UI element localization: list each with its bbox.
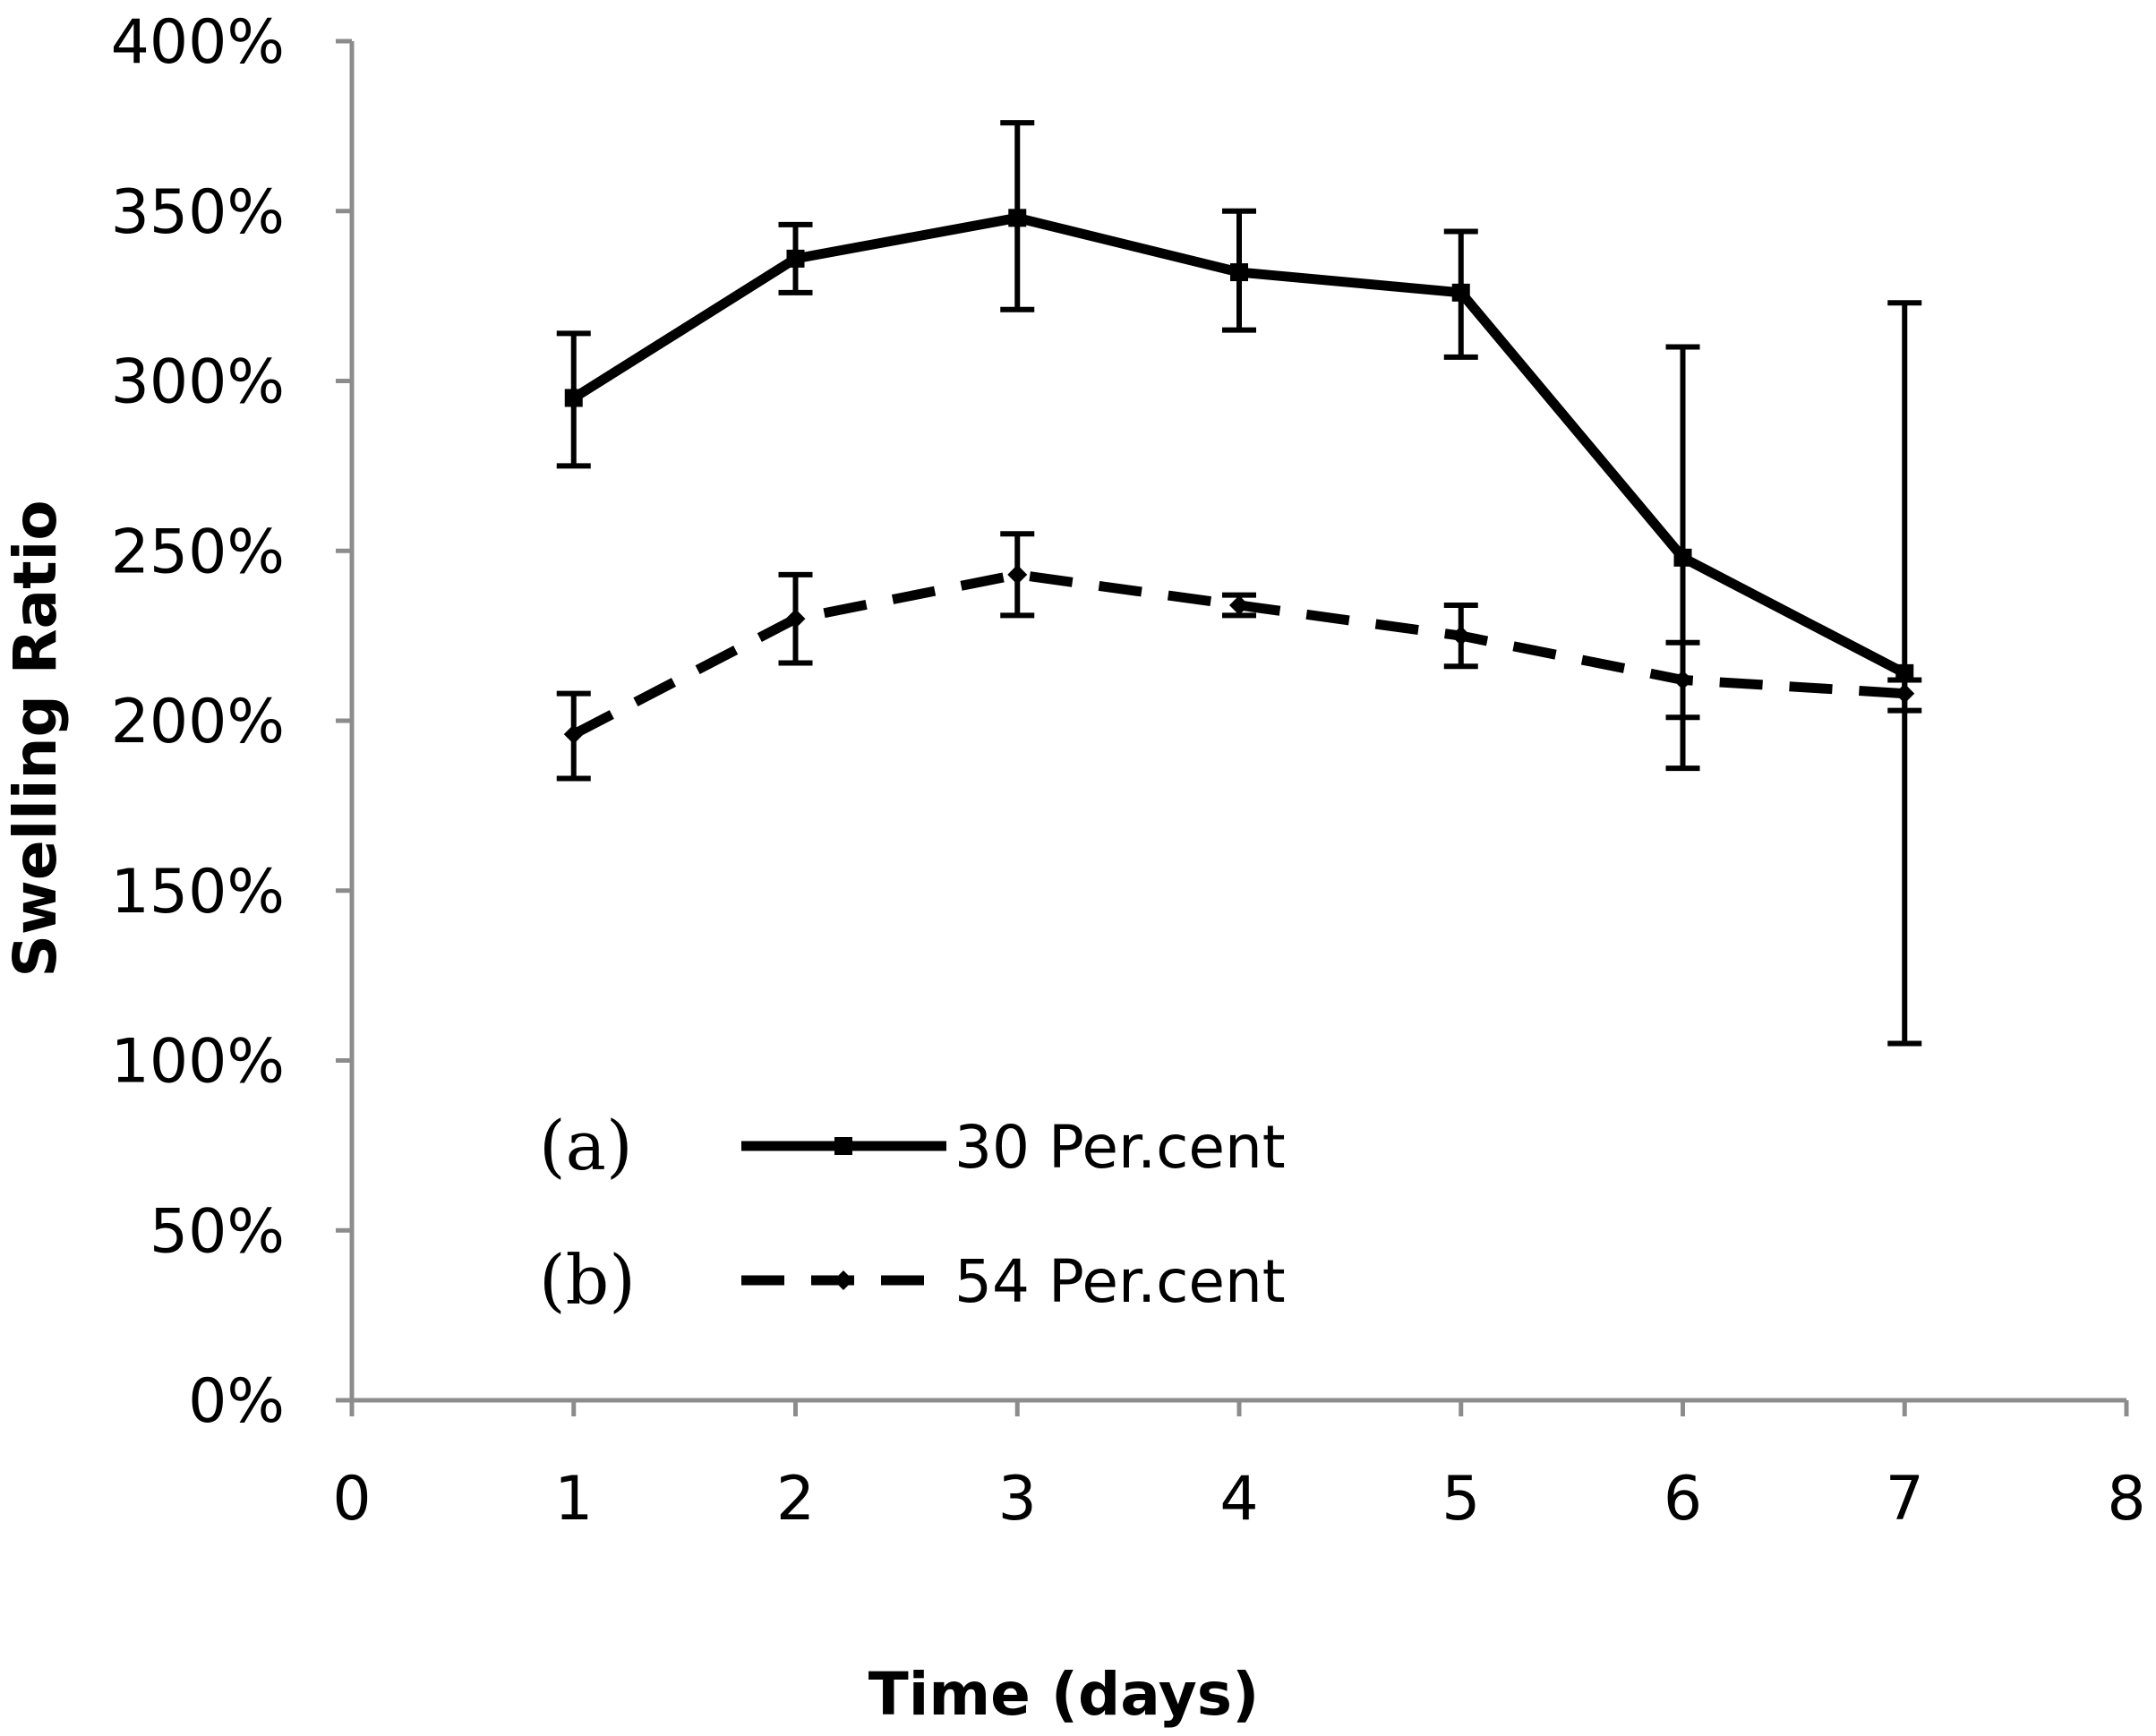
data-point-b <box>1229 594 1249 615</box>
x-tick-label: 3 <box>998 1464 1037 1535</box>
data-point-b <box>1895 683 1915 704</box>
y-tick-label: 300% <box>111 347 285 418</box>
data-point-a <box>1451 283 1470 302</box>
x-tick-label: 0 <box>332 1464 371 1535</box>
data-point-a <box>1008 209 1027 227</box>
legend-marker-a <box>834 1137 852 1155</box>
x-tick-label: 8 <box>2107 1464 2145 1535</box>
legend: (a) 30 Per.cent (b) 54 Per.cent <box>539 1106 1286 1320</box>
legend-marker-b <box>834 1270 853 1290</box>
x-tick-label: 5 <box>1442 1464 1480 1535</box>
data-point-a <box>564 389 583 407</box>
x-tick-label: 2 <box>776 1464 815 1535</box>
y-tick-label: 150% <box>111 857 285 928</box>
x-tick-label: 6 <box>1664 1464 1702 1535</box>
data-point-b <box>563 724 584 745</box>
x-tick-label: 4 <box>1219 1464 1258 1535</box>
data-point-a <box>1230 263 1248 282</box>
y-tick-label: 200% <box>111 687 285 757</box>
data-point-a <box>1673 548 1692 567</box>
y-tick-label: 50% <box>150 1196 285 1267</box>
y-tick-label: 0% <box>188 1366 285 1437</box>
legend-tag-a: (a) <box>539 1106 633 1185</box>
x-tick-label: 1 <box>554 1464 593 1535</box>
legend-label-a: 30 Per.cent <box>954 1113 1286 1182</box>
y-tick-label: 100% <box>111 1027 285 1098</box>
data-point-b <box>785 609 806 629</box>
x-tick-label: 7 <box>1886 1464 1924 1535</box>
data-point-a <box>1895 663 1914 682</box>
legend-tag-b: (b) <box>539 1240 636 1320</box>
legend-label-b: 54 Per.cent <box>954 1247 1286 1316</box>
y-axis-title: Swelling Ratio <box>1 500 70 977</box>
x-axis-title: Time (days) <box>868 1660 1260 1729</box>
data-point-b <box>1450 626 1471 646</box>
data-point-a <box>786 249 805 268</box>
data-point-b <box>1673 670 1693 690</box>
y-tick-label: 250% <box>111 517 285 587</box>
y-tick-label: 400% <box>111 7 285 78</box>
y-tick-label: 350% <box>111 177 285 248</box>
data-point-b <box>1007 564 1028 585</box>
